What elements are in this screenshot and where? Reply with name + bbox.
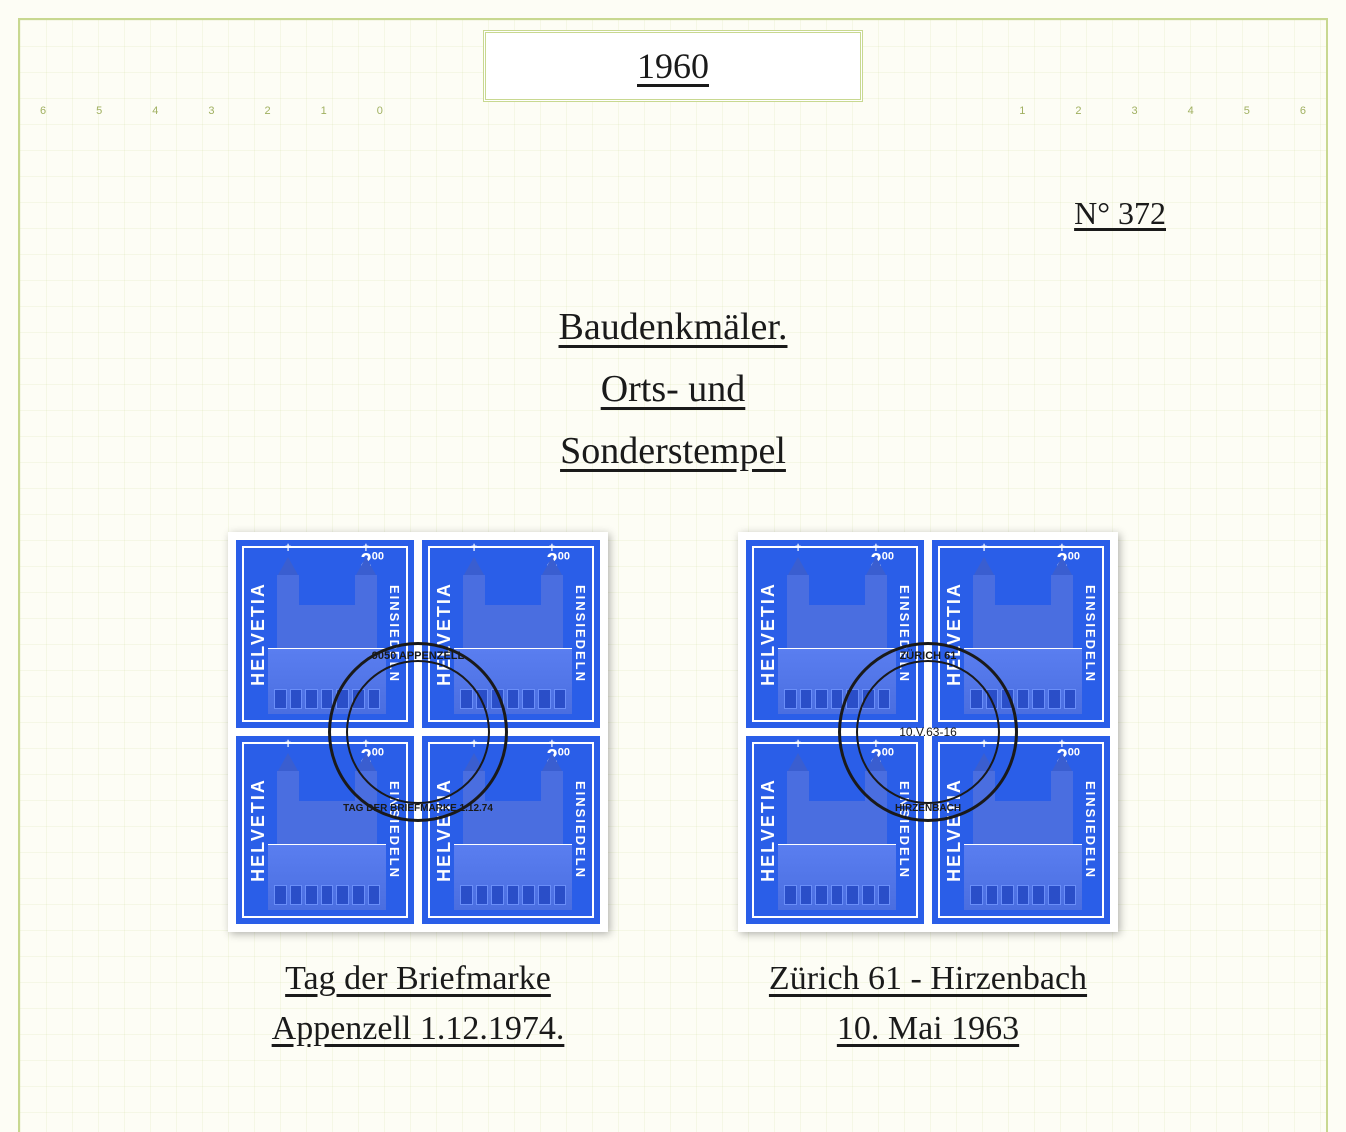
ruler-mark: 0 [377,105,383,125]
ruler-left: 6 5 4 3 2 1 0 [40,105,383,125]
title-line-3: Sonderstempel [373,429,973,473]
ruler-mark: 6 [40,105,46,125]
stamp-country: HELVETIA [248,778,269,882]
stamp-country: HELVETIA [758,778,779,882]
ruler-mark: 2 [265,105,271,125]
stamp-block-left: HELVETIA EINSIEDELN 200 HELVETIA EINSIED… [228,532,608,932]
header-box: 1960 [483,30,863,102]
title-line-1: Baudenkmäler. [373,305,973,349]
stamp-country: HELVETIA [758,582,779,686]
postmark-inner-circle [346,660,490,804]
postmark-bottom-text: HIRZENBACH [838,803,1018,814]
ruler-mark: 4 [1188,105,1194,125]
stamp-block-right: HELVETIA EINSIEDELN 200 HELVETIA EINSIED… [738,532,1118,932]
ruler-mark: 3 [208,105,214,125]
ruler-right: 1 2 3 4 5 6 [1019,105,1306,125]
catalog-number: N° 372 [1074,195,1166,232]
stamp-location: EINSIEDELN [1083,781,1098,879]
title-section: Baudenkmäler. Orts- und Sonderstempel [373,305,973,491]
postmark-bottom-text: TAG DER BRIEFMARKE 1.12.74 [328,803,508,814]
ruler-mark: 5 [96,105,102,125]
stamp-country: HELVETIA [248,582,269,686]
ruler-mark: 3 [1132,105,1138,125]
stamps-container: HELVETIA EINSIEDELN 200 HELVETIA EINSIED… [228,532,1118,932]
captions: Tag der Briefmarke Appenzell 1.12.1974. … [228,960,1118,1060]
caption-left: Tag der Briefmarke Appenzell 1.12.1974. [228,960,608,1060]
caption-line: 10. Mai 1963 [738,1010,1118,1048]
postmark-top-text: ZÜRICH 61 [838,650,1018,662]
stamp-location: EINSIEDELN [1083,585,1098,683]
caption-line: Tag der Briefmarke [228,960,608,998]
ruler-marks: 6 5 4 3 2 1 0 1 2 3 4 5 6 [40,105,1306,125]
stamp-location: EINSIEDELN [573,585,588,683]
postmark-left: 9050 APPENZELL TAG DER BRIEFMARKE 1.12.7… [328,642,508,822]
caption-right: Zürich 61 - Hirzenbach 10. Mai 1963 [738,960,1118,1060]
stamp-location: EINSIEDELN [573,781,588,879]
postmark-center-text: 10.V.63-16 [899,725,957,739]
title-line-2: Orts- und [373,367,973,411]
ruler-mark: 1 [1019,105,1025,125]
year-label: 1960 [637,45,709,87]
ruler-mark: 2 [1075,105,1081,125]
ruler-mark: 1 [321,105,327,125]
postmark-right: ZÜRICH 61 10.V.63-16 HIRZENBACH [838,642,1018,822]
ruler-mark: 5 [1244,105,1250,125]
ruler-mark: 6 [1300,105,1306,125]
ruler-mark: 4 [152,105,158,125]
postmark-top-text: 9050 APPENZELL [328,650,508,662]
caption-line: Appenzell 1.12.1974. [228,1010,608,1048]
caption-line: Zürich 61 - Hirzenbach [738,960,1118,998]
